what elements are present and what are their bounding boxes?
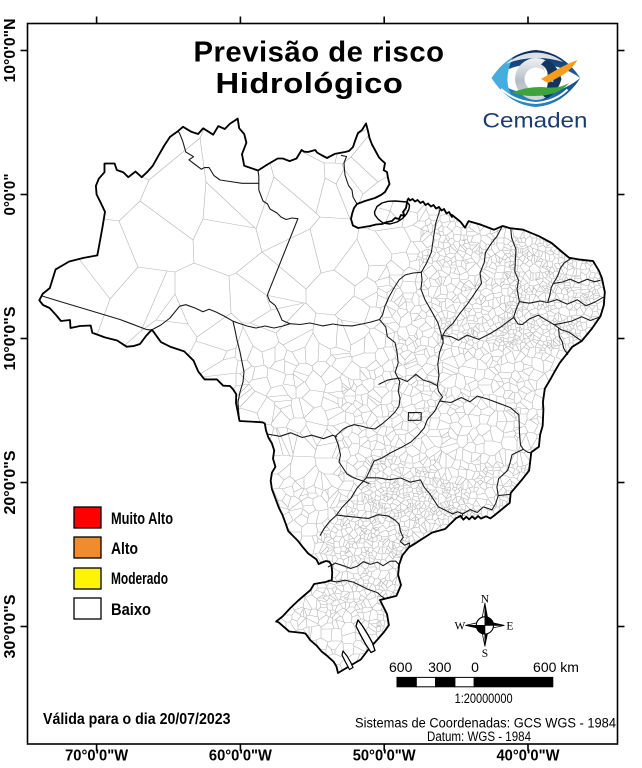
svg-text:1:20000000: 1:20000000 — [455, 690, 513, 706]
svg-text:Muito Alto: Muito Alto — [111, 510, 173, 528]
svg-text:Moderado: Moderado — [111, 570, 168, 588]
svg-text:Cemaden: Cemaden — [483, 109, 588, 133]
svg-text:600: 600 — [389, 659, 413, 675]
svg-text:600 km: 600 km — [533, 659, 579, 675]
svg-text:Previsão de risco: Previsão de risco — [194, 37, 445, 69]
svg-text:70°0'0"W: 70°0'0"W — [65, 748, 128, 765]
svg-text:S: S — [482, 648, 488, 660]
svg-text:Sistemas de Coordenadas: GCS W: Sistemas de Coordenadas: GCS WGS - 1984 — [355, 716, 616, 731]
svg-text:Alto: Alto — [111, 540, 138, 558]
svg-text:40°0'0"W: 40°0'0"W — [497, 748, 560, 765]
svg-text:20°0'0"S: 20°0'0"S — [2, 451, 19, 515]
svg-text:10°0'0"N: 10°0'0"N — [2, 19, 19, 83]
svg-text:50°0'0"W: 50°0'0"W — [353, 748, 416, 765]
svg-text:10°0'0"S: 10°0'0"S — [2, 307, 19, 371]
svg-text:E: E — [506, 621, 513, 633]
svg-text:Válida para o dia 20/07/2023: Válida para o dia 20/07/2023 — [43, 711, 231, 728]
svg-text:60°0'0"W: 60°0'0"W — [209, 748, 272, 765]
svg-text:Baixo: Baixo — [111, 601, 151, 619]
svg-text:0°0'0": 0°0'0" — [2, 174, 19, 216]
svg-text:W: W — [454, 621, 465, 633]
svg-text:Datum: WGS - 1984: Datum: WGS - 1984 — [427, 729, 531, 744]
svg-text:300: 300 — [428, 659, 452, 675]
svg-text:Hidrológico: Hidrológico — [216, 68, 404, 100]
svg-text:N: N — [481, 594, 490, 606]
svg-text:30°0'0"S: 30°0'0"S — [2, 595, 19, 659]
svg-text:0: 0 — [471, 659, 479, 675]
